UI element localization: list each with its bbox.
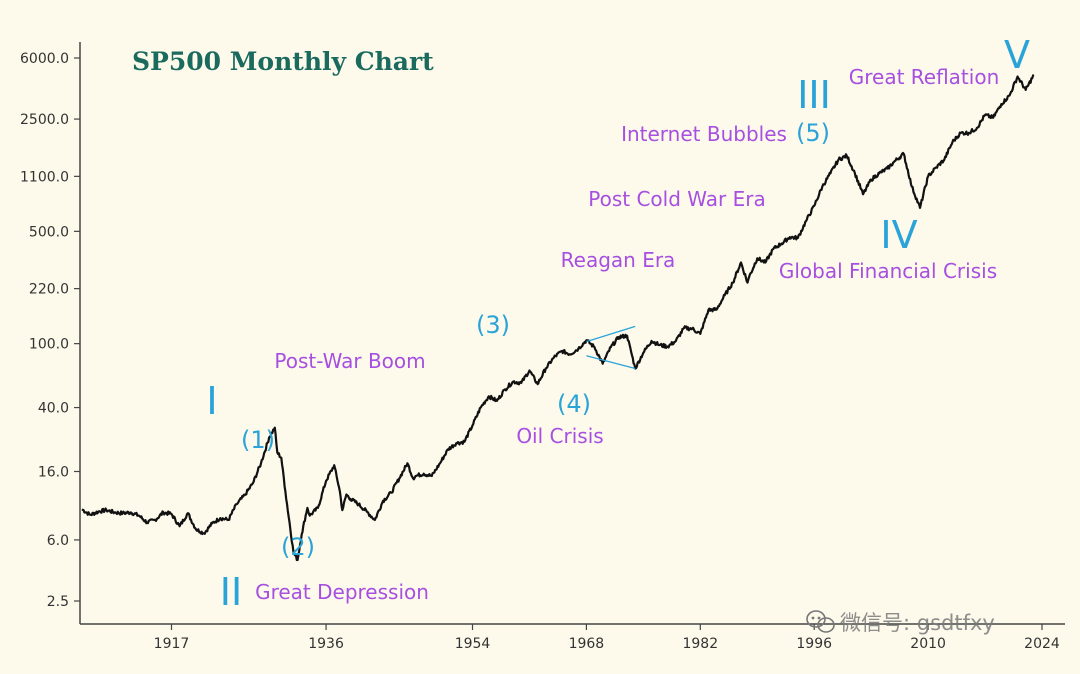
x-tick-label: 2010 (910, 636, 946, 652)
x-tick-label: 1996 (796, 636, 832, 652)
triangle-line (586, 325, 636, 343)
watermark-text: 微信号: gsdtfxy (840, 611, 995, 635)
y-tick-label: 2500.0 (20, 112, 69, 128)
annotation-label-great-reflation: Great Reflation (849, 65, 1000, 89)
y-tick-label: 220.0 (29, 282, 69, 298)
annotation-label-reagan-era: Reagan Era (561, 248, 676, 272)
annotation-label-post-war-boom: Post-War Boom (274, 349, 425, 373)
y-tick-label: 1100.0 (20, 169, 69, 185)
annotation-sub-4: (4) (557, 390, 591, 418)
y-ticks: 6000.0 2500.0 1100.0 500.0 220.0 100.0 40.0 16.… (20, 51, 80, 610)
annotation-label-global-financial-crisis: Global Financial Crisis (779, 259, 997, 283)
annotation-wave-II: II (220, 570, 242, 614)
y-tick-label: 6.0 (47, 533, 69, 549)
annotation-wave-I: I (206, 379, 217, 423)
annotation-wave-III: III (797, 73, 831, 117)
y-tick-label: 16.0 (38, 464, 69, 480)
y-tick-label: 2.5 (47, 594, 69, 610)
annotation-sub-1: (1) (241, 426, 275, 454)
annotation-wave-V: V (1004, 33, 1030, 77)
annotation-label-post-cold-war-era: Post Cold War Era (588, 187, 765, 211)
x-tick-label: 1968 (569, 636, 605, 652)
x-tick-label: 2024 (1024, 636, 1060, 652)
annotation-sub-2: (2) (281, 533, 315, 561)
x-ticks: 1917 1936 1954 1968 1982 1996 2010 2024 (154, 624, 1060, 652)
triangle-lines (586, 325, 636, 370)
x-tick-label: 1936 (308, 636, 344, 652)
chart-title: SP500 Monthly Chart (132, 47, 434, 76)
annotation-label-great-depression: Great Depression (255, 580, 429, 604)
y-tick-label: 500.0 (29, 224, 69, 240)
annotation-sub-5: (5) (796, 119, 830, 147)
y-tick-label: 6000.0 (20, 51, 69, 67)
y-tick-label: 100.0 (29, 337, 69, 353)
sp500-price-line (81, 74, 1035, 562)
wechat-icon (806, 610, 835, 633)
x-tick-label: 1982 (682, 636, 718, 652)
annotation-label-internet-bubbles: Internet Bubbles (621, 122, 787, 146)
y-tick-label: 40.0 (38, 401, 69, 417)
annotation-wave-IV: IV (880, 213, 917, 257)
watermark: 微信号: gsdtfxy (806, 610, 995, 635)
triangle-line (586, 355, 636, 370)
x-tick-label: 1917 (154, 636, 190, 652)
x-tick-label: 1954 (455, 636, 491, 652)
annotation-sub-3: (3) (476, 311, 510, 339)
annotation-label-oil-crisis: Oil Crisis (516, 424, 603, 448)
